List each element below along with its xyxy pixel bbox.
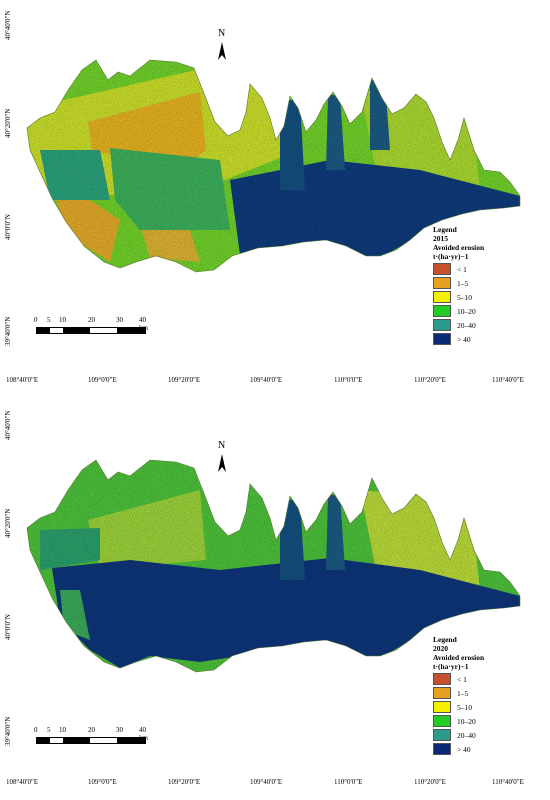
lat-label: 39°40'0"N (4, 716, 12, 746)
north-label: N (218, 440, 226, 451)
legend-swatch (433, 715, 451, 727)
legend-swatch (433, 333, 451, 345)
legend-item: 20–40 (433, 319, 484, 331)
legend-label: 20–40 (457, 320, 476, 330)
legend-swatch (433, 687, 451, 699)
scale-tick: 5 (47, 316, 51, 324)
scale-tick: 30 (116, 726, 123, 734)
lat-label: 40°40'0"N (4, 10, 12, 40)
legend-item: < 1 (433, 263, 484, 275)
legend-label: 1–5 (457, 278, 469, 288)
lon-label: 109°0'0"E (88, 778, 117, 786)
legend-swatch (433, 729, 451, 741)
scale-tick: 0 (34, 316, 38, 324)
scale-tick: 40 km (139, 316, 148, 332)
legend-label: 10–20 (457, 306, 476, 316)
legend-swatch (433, 743, 451, 755)
lat-label: 40°20'0"N (4, 108, 12, 138)
scale-tick: 10 (59, 726, 66, 734)
legend-item: 5–10 (433, 701, 484, 713)
legend-unit: t·(ha·yr)−1 (433, 252, 469, 261)
legend-label: < 1 (457, 674, 467, 684)
scale-tick: 20 (88, 726, 95, 734)
legend-item: 10–20 (433, 715, 484, 727)
scale-tick: 5 (47, 726, 51, 734)
legend-item: < 1 (433, 673, 484, 685)
legend-year: 2020 (433, 644, 448, 653)
legend-label: 10–20 (457, 716, 476, 726)
lon-label: 109°40'0"E (250, 376, 283, 384)
map-panel-2015: 40°40'0"N 40°20'0"N 40°0'0"N 39°40'0"N 1… (4, 10, 524, 384)
legend-item: 5–10 (433, 291, 484, 303)
map-panel-2020: 40°40'0"N 40°20'0"N 40°0'0"N 39°40'0"N 1… (0, 400, 550, 800)
legend-item: > 40 (433, 743, 484, 755)
legend-swatch (433, 673, 451, 685)
legend-label: 5–10 (457, 292, 472, 302)
legend-variable: Avoided erosion (433, 243, 485, 252)
legend-swatch (433, 291, 451, 303)
legend-label: > 40 (457, 744, 471, 754)
lon-label: 110°0'0"E (334, 778, 363, 786)
lat-label: 40°40'0"N (4, 410, 12, 440)
lon-label: 110°40'0"E (492, 778, 524, 786)
legend: Legend 2015 Avoided erosion t·(ha·yr)−1 … (433, 225, 484, 345)
legend-swatch (433, 263, 451, 275)
legend-item: > 40 (433, 333, 484, 345)
lon-label: 109°40'0"E (250, 778, 283, 786)
lat-label: 39°40'0"N (4, 316, 12, 346)
scale-tick: 40 km (139, 726, 148, 742)
lon-label: 110°20'0"E (414, 376, 446, 384)
scale-tick: 20 (88, 316, 95, 324)
legend-swatch (433, 319, 451, 331)
legend-label: > 40 (457, 334, 471, 344)
legend-item: 1–5 (433, 687, 484, 699)
scale-tick: 30 (116, 316, 123, 324)
scale-bar: 0 5 10 20 30 40 km (34, 316, 148, 334)
lon-label: 109°20'0"E (168, 376, 201, 384)
scale-bar: 0 5 10 20 30 40 km (34, 726, 148, 744)
lat-label: 40°20'0"N (4, 508, 12, 538)
legend-label: < 1 (457, 264, 467, 274)
lat-label: 40°0'0"N (4, 614, 12, 640)
lon-label: 110°0'0"E (334, 376, 363, 384)
legend-title: Legend (433, 635, 457, 644)
scale-tick: 0 (34, 726, 38, 734)
legend: Legend 2020 Avoided erosion t·(ha·yr)−1 … (433, 635, 484, 755)
lat-label: 40°0'0"N (4, 214, 12, 240)
legend-year: 2015 (433, 234, 448, 243)
legend-swatch (433, 701, 451, 713)
lon-label: 110°20'0"E (414, 778, 446, 786)
north-label: N (218, 28, 226, 39)
legend-item: 20–40 (433, 729, 484, 741)
scale-tick: 10 (59, 316, 66, 324)
map-frame (26, 59, 521, 273)
lon-label: 109°20'0"E (168, 778, 201, 786)
legend-item: 1–5 (433, 277, 484, 289)
lon-label: 110°40'0"E (492, 376, 524, 384)
legend-swatch (433, 277, 451, 289)
north-arrow-icon: N (212, 28, 232, 62)
lon-label: 109°0'0"E (88, 376, 117, 384)
lon-label: 108°40'0"E (6, 778, 39, 786)
map-frame (26, 459, 521, 673)
legend-label: 20–40 (457, 730, 476, 740)
legend-label: 5–10 (457, 702, 472, 712)
north-arrow-icon: N (212, 440, 232, 474)
legend-swatch (433, 305, 451, 317)
lon-label: 108°40'0"E (6, 376, 39, 384)
legend-unit: t·(ha·yr)−1 (433, 662, 469, 671)
legend-variable: Avoided erosion (433, 653, 485, 662)
legend-label: 1–5 (457, 688, 469, 698)
legend-title: Legend (433, 225, 457, 234)
legend-item: 10–20 (433, 305, 484, 317)
